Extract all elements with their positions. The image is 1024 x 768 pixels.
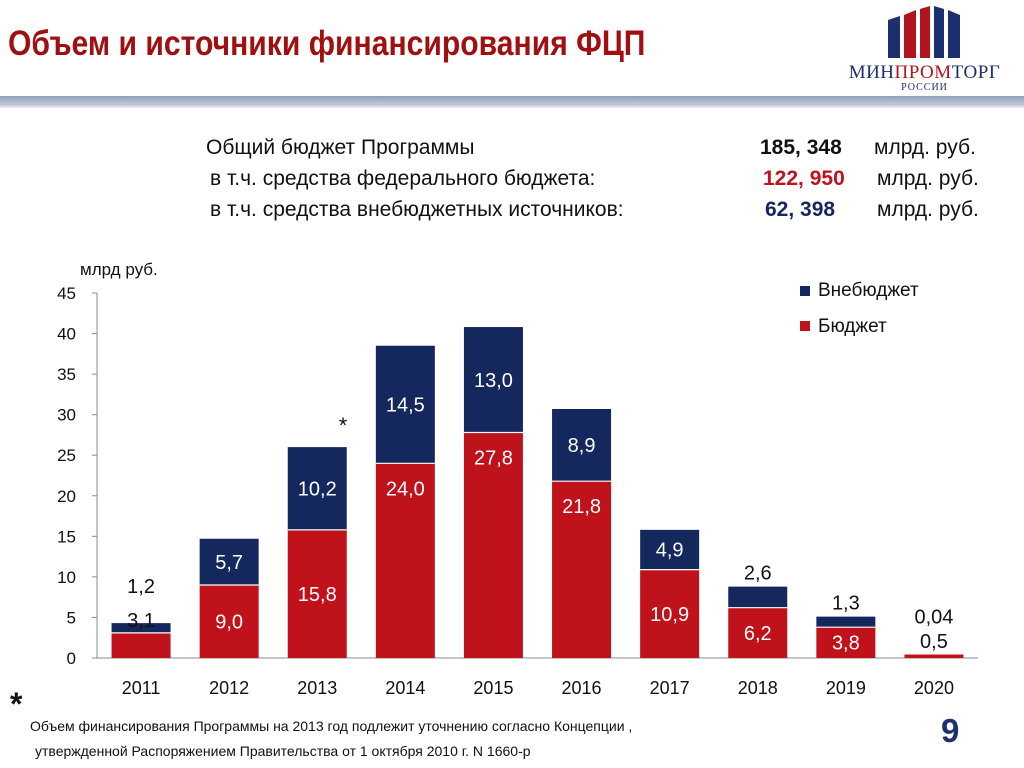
bar-offbudget-2016 xyxy=(552,408,612,482)
bar-offbudget-2012 xyxy=(199,538,259,585)
data-label-offbudget: 14,5 xyxy=(386,395,425,417)
data-label-budget: 24,0 xyxy=(386,478,425,500)
data-label-budget: 3,1 xyxy=(127,610,155,632)
data-label-budget: 27,8 xyxy=(474,448,513,470)
y-tick-label: 30 xyxy=(57,406,76,425)
logo-text: МИНПРОМТОРГ xyxy=(848,62,1001,83)
logo-emblem-icon xyxy=(888,6,960,58)
data-label-budget: 3,8 xyxy=(832,633,860,655)
financing-bar-chart: млрд руб. 0 5 10 15 20 25 30 35 40 45 2011 3,1 1,2 201… xyxy=(57,260,978,698)
y-tick-label: 35 xyxy=(57,365,76,384)
slide-header: Объем и источники финансирования ФЦП МИН… xyxy=(0,0,1024,96)
federal-budget-unit: млрд. руб. xyxy=(877,167,979,190)
minpromtorg-logo: МИНПРОМТОРГ РОССИИ xyxy=(842,6,1012,93)
bar-offbudget-2019 xyxy=(816,616,876,628)
legend-swatch-offbudget xyxy=(800,286,810,296)
bar-budget-2017 xyxy=(640,569,700,658)
header-divider-shadow xyxy=(0,106,1024,108)
x-tick-label: 2015 xyxy=(473,678,513,698)
slide-title: Объем и источники финансирования ФЦП xyxy=(8,24,646,63)
data-label-offbudget: 0,04 xyxy=(914,607,953,629)
y-tick-label: 15 xyxy=(57,527,76,546)
bar-budget-2012 xyxy=(199,585,259,658)
data-label-budget: 15,8 xyxy=(298,584,337,606)
footnote-marker: * xyxy=(10,686,23,722)
total-budget-label: Общий бюджет Программы xyxy=(206,136,475,159)
data-label-budget: 9,0 xyxy=(215,612,243,634)
bar-offbudget-2014 xyxy=(375,345,435,464)
data-label-offbudget: 1,2 xyxy=(127,576,155,598)
y-tick-label: 20 xyxy=(57,487,76,506)
x-tick-label: 2020 xyxy=(914,678,954,698)
legend-label-offbudget: Внебюджет xyxy=(818,280,919,301)
data-label-offbudget: 1,3 xyxy=(832,593,860,615)
bar-budget-2013 xyxy=(287,529,347,658)
bar-offbudget-2018 xyxy=(728,586,788,608)
x-tick-label: 2016 xyxy=(562,678,602,698)
legend-swatch-budget xyxy=(800,321,810,331)
bar-budget-2014 xyxy=(375,463,435,658)
bar-budget-2016 xyxy=(552,481,612,658)
data-label-offbudget: 13,0 xyxy=(474,370,513,392)
offbudget-label: в т.ч. средства внебюджетных источников: xyxy=(210,198,624,221)
offbudget-value: 62, 398 xyxy=(765,198,836,221)
x-tick-label: 2011 xyxy=(122,678,161,698)
page-number: 9 xyxy=(941,712,960,749)
data-label-offbudget: 10,2 xyxy=(298,478,337,500)
y-tick-label: 40 xyxy=(57,325,76,344)
data-label-budget: 21,8 xyxy=(562,496,601,518)
x-tick-label: 2014 xyxy=(385,678,425,698)
logo-subtitle: РОССИИ xyxy=(901,82,948,93)
y-tick-label: 45 xyxy=(57,284,76,303)
y-axis-title: млрд руб. xyxy=(80,260,158,279)
chart-annotation-asterisk: * xyxy=(339,413,348,438)
data-label-budget: 6,2 xyxy=(744,623,772,645)
bar-budget-2020 xyxy=(904,653,964,658)
bar-offbudget-2015 xyxy=(463,327,523,433)
x-tick-label: 2017 xyxy=(650,678,690,698)
data-label-budget: 0,5 xyxy=(920,631,948,653)
data-label-offbudget: 5,7 xyxy=(215,552,243,574)
federal-budget-label: в т.ч. средства федерального бюджета: xyxy=(210,167,596,190)
data-label-offbudget: 2,6 xyxy=(744,563,772,585)
x-tick-label: 2019 xyxy=(826,678,866,698)
y-tick-label: 25 xyxy=(57,446,76,465)
y-tick-label: 0 xyxy=(67,649,76,668)
federal-budget-value: 122, 950 xyxy=(763,167,845,190)
total-budget-unit: млрд. руб. xyxy=(874,136,976,159)
legend-label-budget: Бюджет xyxy=(818,316,887,337)
bar-offbudget-2017 xyxy=(640,529,700,570)
bar-budget-2011 xyxy=(111,632,171,658)
y-tick-label: 10 xyxy=(57,568,76,587)
bar-budget-2018 xyxy=(728,607,788,658)
data-label-budget: 10,9 xyxy=(650,604,689,626)
offbudget-unit: млрд. руб. xyxy=(877,198,979,221)
total-budget-value: 185, 348 xyxy=(760,136,842,159)
bar-offbudget-2011 xyxy=(111,623,171,633)
y-tick-label: 5 xyxy=(67,608,76,627)
bar-budget-2019 xyxy=(816,627,876,658)
x-tick-label: 2012 xyxy=(209,678,249,698)
footnote-line-1: Объем финансирования Программы на 2013 г… xyxy=(30,718,633,734)
x-tick-label: 2018 xyxy=(738,678,778,698)
x-tick-label: 2013 xyxy=(297,678,337,698)
data-label-offbudget: 8,9 xyxy=(568,435,596,457)
bar-offbudget-2013 xyxy=(287,447,347,530)
data-label-offbudget: 4,9 xyxy=(656,540,684,562)
footnote-line-2: утвержденной Распоряжением Правительства… xyxy=(35,743,531,759)
header-divider xyxy=(0,96,1024,106)
bar-budget-2015 xyxy=(463,432,523,658)
